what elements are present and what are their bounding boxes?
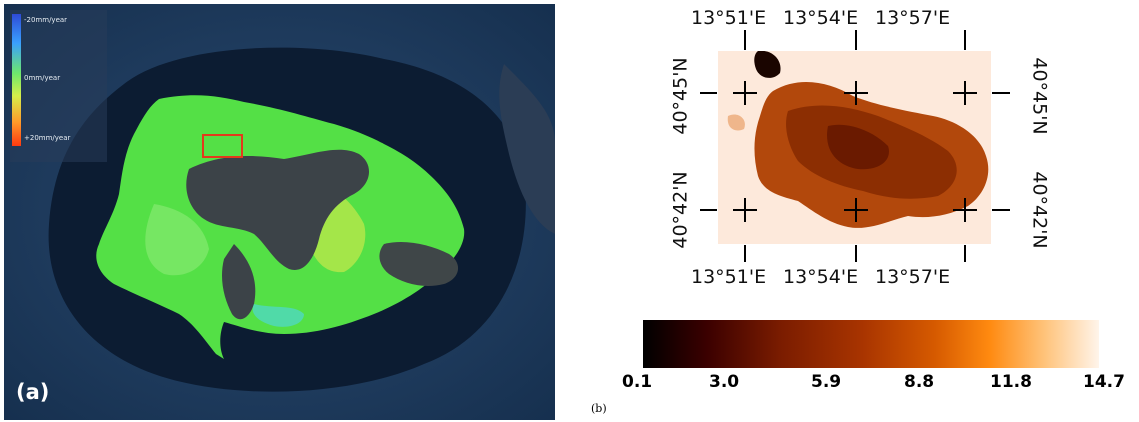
graticule — [700, 30, 1010, 262]
stable-patch — [145, 204, 209, 276]
legend-bottom-label: +20mm/year — [24, 134, 71, 142]
top-tick-2: 13°54'E — [783, 7, 859, 29]
bottom-tick-2: 13°54'E — [783, 266, 859, 288]
satellite-image — [4, 4, 555, 420]
heatmap-speckle — [727, 114, 745, 131]
colorbar-tick-5: 11.8 — [990, 372, 1032, 392]
decorrelated-area — [186, 149, 370, 270]
legend-top-label: -20mm/year — [24, 16, 68, 24]
area-of-interest-box — [202, 134, 243, 158]
neighbour-island — [499, 64, 555, 234]
velocity-colorbar — [12, 14, 21, 146]
legend-mid-label: 0mm/year — [24, 74, 61, 82]
decorrelated-area-south — [221, 244, 256, 320]
panel-b-label: (b) — [591, 402, 607, 415]
heatmap-raster — [727, 51, 989, 228]
coherence-map-panel: 13°51'E 13°54'E 13°57'E 13°51'E 13°54'E … — [590, 0, 1139, 422]
heatmap-dark-spot — [754, 51, 781, 78]
colorbar-tick-1: 0.1 — [622, 372, 653, 392]
colorbar-tick-3: 5.9 — [811, 372, 842, 392]
colorbar-tick-6: 14.7 — [1083, 372, 1125, 392]
satellite-velocity-map: -20mm/year 0mm/year +20mm/year (a) — [4, 4, 555, 420]
top-tick-3: 13°57'E — [875, 7, 951, 29]
bottom-tick-1: 13°51'E — [691, 266, 767, 288]
subsidence-patch — [252, 304, 304, 327]
heatmap-colorbar — [643, 320, 1099, 368]
graticule-crosses — [700, 30, 1010, 262]
top-tick-1: 13°51'E — [691, 7, 767, 29]
decorrelated-area-east — [379, 242, 459, 286]
bottom-tick-3: 13°57'E — [875, 266, 951, 288]
heatmap-image — [718, 51, 991, 244]
velocity-legend: -20mm/year 0mm/year +20mm/year — [10, 10, 107, 162]
colorbar-tick-4: 8.8 — [904, 372, 935, 392]
panel-a-label: (a) — [16, 380, 50, 404]
colorbar-tick-2: 3.0 — [709, 372, 740, 392]
heatmap-dark-center — [827, 124, 889, 170]
